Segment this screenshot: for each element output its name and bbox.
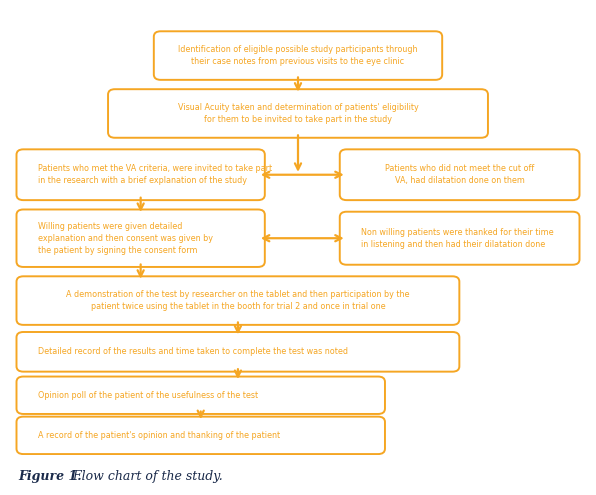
FancyBboxPatch shape: [340, 212, 579, 265]
FancyBboxPatch shape: [17, 417, 385, 454]
Text: Identification of eligible possible study participants through
their case notes : Identification of eligible possible stud…: [178, 45, 418, 66]
FancyBboxPatch shape: [17, 276, 460, 325]
FancyBboxPatch shape: [17, 209, 265, 267]
Text: A demonstration of the test by researcher on the tablet and then participation b: A demonstration of the test by researche…: [66, 290, 409, 311]
Text: Patients who did not meet the cut off
VA, had dilatation done on them: Patients who did not meet the cut off VA…: [385, 164, 534, 185]
FancyBboxPatch shape: [340, 149, 579, 200]
FancyBboxPatch shape: [17, 332, 460, 372]
Text: Willing patients were given detailed
explanation and then consent was given by
t: Willing patients were given detailed exp…: [38, 222, 213, 255]
Text: Flow chart of the study.: Flow chart of the study.: [69, 470, 222, 483]
Text: A record of the patient's opinion and thanking of the patient: A record of the patient's opinion and th…: [38, 431, 280, 440]
Text: Patients who met the VA criteria, were invited to take part
in the research with: Patients who met the VA criteria, were i…: [38, 164, 272, 185]
Text: Visual Acuity taken and determination of patients' eligibility
for them to be in: Visual Acuity taken and determination of…: [178, 103, 418, 124]
FancyBboxPatch shape: [108, 89, 488, 138]
FancyBboxPatch shape: [17, 377, 385, 414]
Text: Non willing patients were thanked for their time
in listening and then had their: Non willing patients were thanked for th…: [361, 228, 554, 249]
Text: Opinion poll of the patient of the usefulness of the test: Opinion poll of the patient of the usefu…: [38, 391, 258, 400]
Text: Figure 1.: Figure 1.: [18, 470, 82, 483]
FancyBboxPatch shape: [17, 149, 265, 200]
Text: Detailed record of the results and time taken to complete the test was noted: Detailed record of the results and time …: [38, 347, 347, 356]
FancyBboxPatch shape: [154, 31, 442, 80]
